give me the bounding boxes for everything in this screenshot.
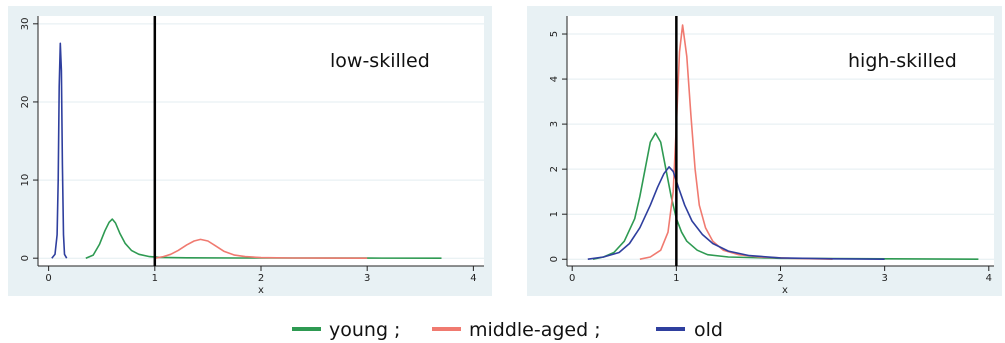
x-tick-label: 1 <box>673 273 679 284</box>
y-tick-label: 10 <box>20 174 31 187</box>
x-tick-label: 4 <box>470 273 476 284</box>
legend-label-old: old <box>694 319 723 341</box>
panel-high-skilled: high-skilled x 0 1 2 3 4 0 1 2 3 4 5 <box>527 6 1002 296</box>
panel-label: high-skilled <box>848 50 957 72</box>
x-tick-label: 1 <box>152 273 158 284</box>
plot-area <box>38 16 484 266</box>
x-tick-label: 0 <box>569 273 575 284</box>
series-line-middle-aged <box>154 238 368 260</box>
y-tick-label: 0 <box>20 255 31 261</box>
y-tick-label: 4 <box>549 76 560 82</box>
plot-area <box>567 16 994 266</box>
panel-low-skilled: low-skilled x 0 1 2 3 4 0 10 20 30 <box>8 6 492 296</box>
x-tick-label: 3 <box>364 273 370 284</box>
series-line-middle-aged <box>639 24 833 260</box>
y-tick-label: 30 <box>20 17 31 30</box>
panel-label: low-skilled <box>330 50 430 72</box>
x-axis-label: x <box>258 285 264 296</box>
x-tick-label: 2 <box>777 273 783 284</box>
y-tick-label: 1 <box>549 211 560 217</box>
x-tick-label: 3 <box>881 273 887 284</box>
y-tick-label: 5 <box>549 31 560 37</box>
x-tick-label: 0 <box>45 273 51 284</box>
x-tick-label: 2 <box>258 273 264 284</box>
legend-label-young: young ; <box>329 319 400 341</box>
series-line-young <box>592 132 979 261</box>
y-tick-label: 2 <box>549 166 560 172</box>
y-tick-label: 3 <box>549 121 560 127</box>
y-tick-label: 20 <box>20 96 31 109</box>
legend: young ; middle-aged ; old <box>292 319 723 341</box>
x-tick-label: 4 <box>986 273 992 284</box>
series-line-young <box>85 218 442 260</box>
y-tick-label: 0 <box>549 256 560 262</box>
legend-label-middle-aged: middle-aged ; <box>469 319 601 341</box>
series-line-old <box>51 42 68 259</box>
x-axis-label: x <box>782 285 788 296</box>
